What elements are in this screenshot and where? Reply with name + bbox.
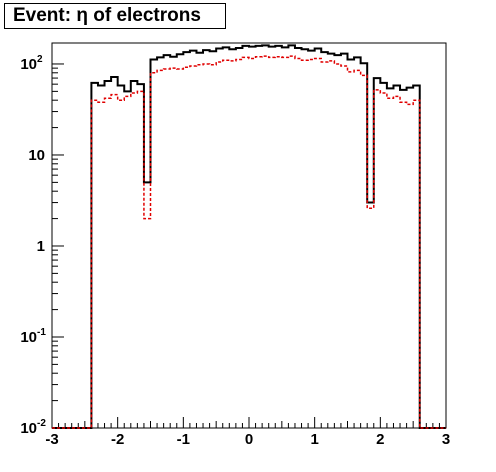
plot-frame [51,42,447,429]
histogram-dashed-line [52,55,446,429]
series-layer [52,44,446,429]
histogram-solid-line [52,44,446,429]
x-tick-label: -3 [45,431,58,448]
y-tick-label: 10 [28,147,45,164]
y-tick-label: 102 [20,54,43,73]
x-tick-label: 2 [376,431,384,448]
x-tick-label: -2 [111,431,124,448]
y-tick-label: 10-1 [20,327,46,346]
axis-ticks [51,63,447,429]
y-tick-label: 1 [37,238,45,255]
y-tick-label: 10-2 [20,418,46,437]
chart-title: Event: η of electrons [4,3,226,29]
y-tick-labels: 10-2 10-1 1 10 102 [20,54,46,437]
x-tick-label: 3 [442,431,450,448]
x-tick-label: 0 [245,431,253,448]
x-tick-label: 1 [310,431,318,448]
x-tick-label: -1 [177,431,190,448]
x-tick-labels: -3 -2 -1 0 1 2 3 [45,431,450,448]
